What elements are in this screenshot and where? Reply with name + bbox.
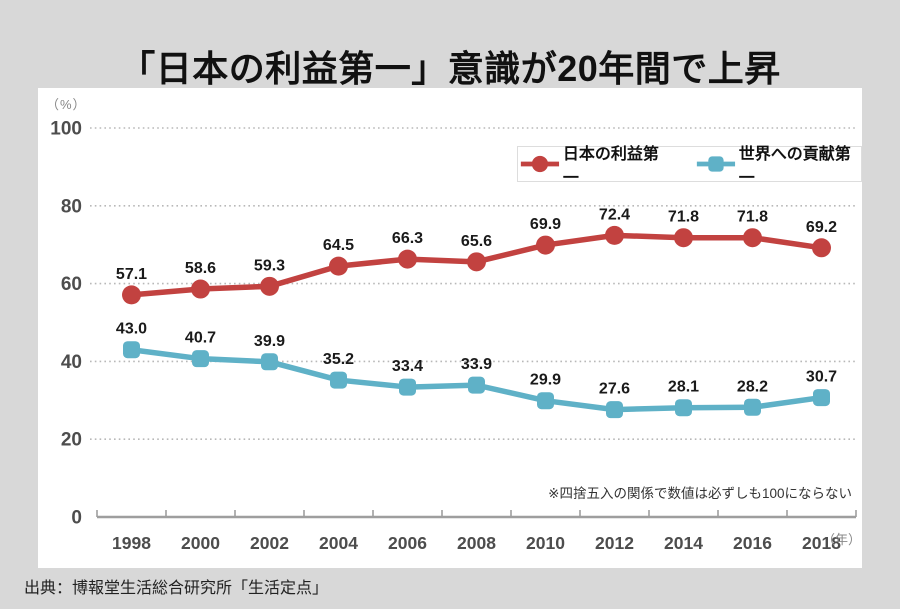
legend-label-japan-first: 日本の利益第一 <box>562 146 659 187</box>
line-square-marker-icon <box>696 156 735 172</box>
x-tick-label-2016: 2016 <box>733 533 772 553</box>
data-point <box>605 225 624 245</box>
data-point <box>399 378 416 396</box>
data-point <box>743 228 762 248</box>
data-point <box>744 398 761 416</box>
y-tick-label-60: 60 <box>61 274 82 295</box>
data-label: 57.1 <box>116 266 147 283</box>
data-label: 58.6 <box>185 260 216 277</box>
x-tick-label-2018: 2018 <box>802 533 841 553</box>
data-point <box>674 228 693 248</box>
legend-item-world-contribution-first: 世界への貢献第一 <box>694 140 861 188</box>
data-label: 28.1 <box>668 379 699 396</box>
data-label: 39.9 <box>254 333 285 350</box>
x-tick-label-2010: 2010 <box>526 533 565 553</box>
x-tick-label-2000: 2000 <box>181 533 220 553</box>
data-label: 33.9 <box>461 356 492 373</box>
data-label: 71.8 <box>737 209 768 226</box>
data-point <box>536 235 555 255</box>
data-label: 33.4 <box>392 358 423 375</box>
data-point <box>330 371 347 389</box>
data-label: 69.2 <box>806 219 837 236</box>
data-point <box>398 249 417 269</box>
line-chart: 0 20 40 60 80 100 1998 2000 2002 2004 2006 2008 2010… <box>50 119 857 553</box>
legend-label-world-contribution-first: 世界への貢献第一 <box>738 146 851 187</box>
y-tick-label-100: 100 <box>50 119 82 140</box>
chart-legend: 日本の利益第一 世界への貢献第一 <box>517 146 862 187</box>
data-point <box>192 350 209 368</box>
source-caption: 出典：博報堂生活総合研究所「生活定点」 <box>24 580 329 597</box>
x-tick-label-2002: 2002 <box>250 533 289 553</box>
data-point <box>329 256 348 276</box>
data-label: 71.8 <box>668 209 699 226</box>
data-label: 29.9 <box>530 372 561 389</box>
data-point <box>467 252 486 272</box>
data-label: 65.6 <box>461 233 492 250</box>
data-label: 69.9 <box>530 216 561 233</box>
data-label: 35.2 <box>323 351 354 368</box>
y-tick-label-0: 0 <box>71 508 82 529</box>
y-tick-label-20: 20 <box>61 430 82 451</box>
data-label: 27.6 <box>599 381 630 398</box>
chart-title: 「日本の利益第一」意識が20年間で上昇 <box>119 48 781 90</box>
data-point <box>812 238 831 258</box>
x-tick-label-2008: 2008 <box>457 533 496 553</box>
data-point <box>606 401 623 419</box>
data-point <box>123 341 140 359</box>
x-tick-label-2014: 2014 <box>664 533 703 553</box>
x-tick-label-2004: 2004 <box>319 533 358 553</box>
data-point <box>675 399 692 417</box>
data-point <box>122 285 141 305</box>
data-point <box>191 279 210 299</box>
y-tick-label-80: 80 <box>61 196 82 217</box>
x-tick-label-2012: 2012 <box>595 533 634 553</box>
chart-card: （%） 0 20 40 60 80 100 1998 2000 2002 2004 2006 2008… <box>38 88 862 568</box>
x-tick-label-2006: 2006 <box>388 533 427 553</box>
data-point <box>260 276 279 296</box>
x-tick-label-1998: 1998 <box>112 533 151 553</box>
data-point <box>261 353 278 371</box>
data-label: 28.2 <box>737 378 768 395</box>
y-tick-label-40: 40 <box>61 352 82 373</box>
y-axis-unit-label: （%） <box>46 97 87 112</box>
data-label: 43.0 <box>116 321 147 338</box>
data-label: 30.7 <box>806 369 837 386</box>
data-point <box>813 389 830 407</box>
x-axis-unit-label: （年） <box>822 532 862 547</box>
data-point <box>537 392 554 410</box>
data-point <box>468 376 485 394</box>
data-label: 40.7 <box>185 330 216 347</box>
rounding-footnote: ※四捨五入の関係で数値は必ずしも100にならない <box>548 486 852 501</box>
legend-item-japan-first: 日本の利益第一 <box>518 140 670 188</box>
line-circle-marker-icon <box>520 155 560 173</box>
data-label: 72.4 <box>599 206 630 223</box>
data-label: 59.3 <box>254 257 285 274</box>
data-label: 64.5 <box>323 237 354 254</box>
data-label: 66.3 <box>392 230 423 247</box>
